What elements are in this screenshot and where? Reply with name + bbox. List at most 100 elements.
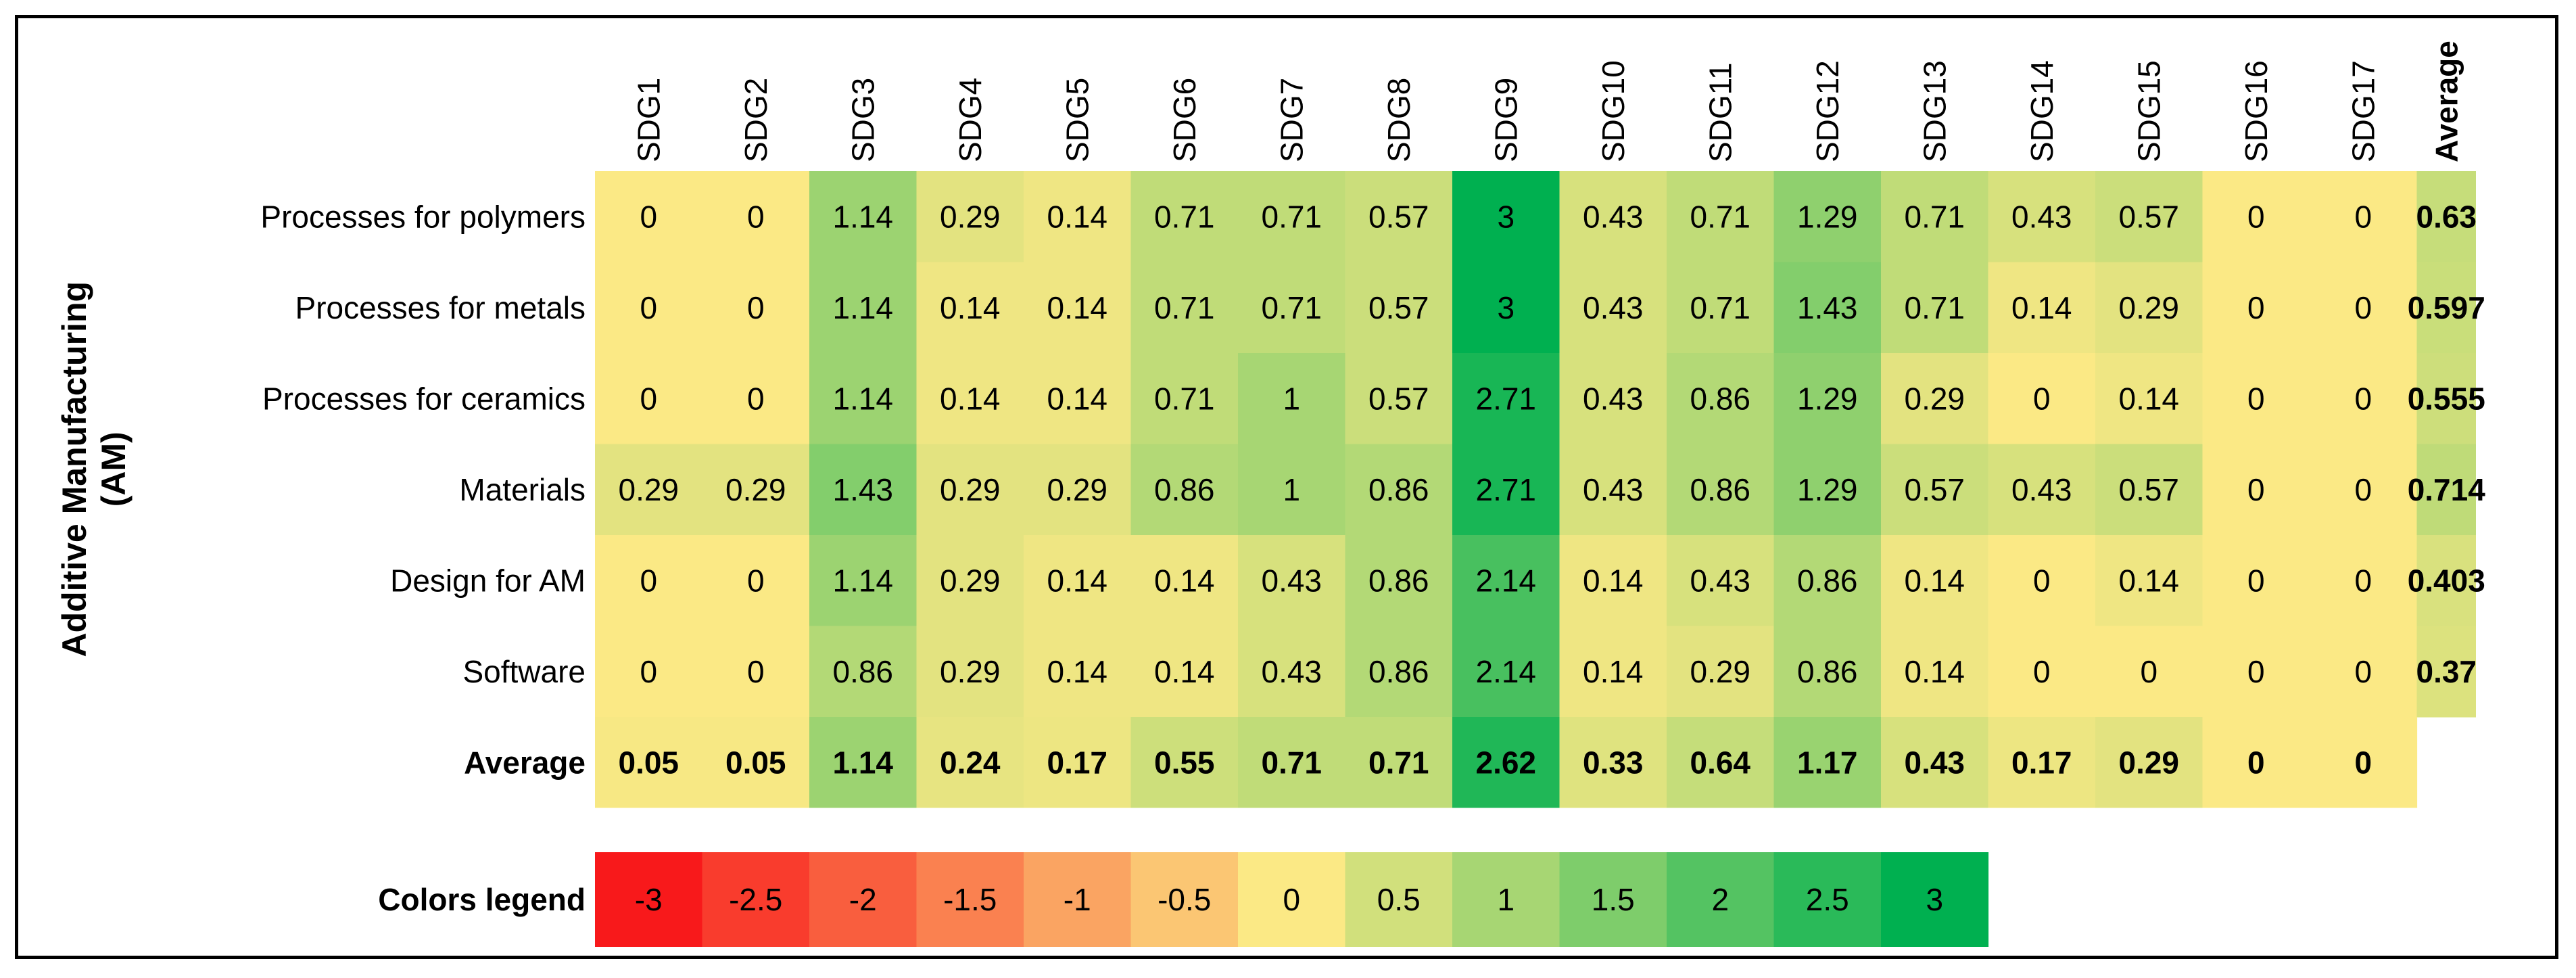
average-row-label: Average xyxy=(464,745,586,780)
heatmap-cell xyxy=(1024,626,1132,718)
average-row-cell xyxy=(2310,717,2418,808)
cell-value: 0 xyxy=(2247,472,2265,507)
heatmap-cell xyxy=(2095,444,2203,536)
cell-value: 0 xyxy=(640,199,657,234)
column-header-sdg15: SDG15 xyxy=(2131,60,2166,162)
heatmap-cell xyxy=(1559,535,1667,627)
cell-value: 0.43 xyxy=(1261,654,1322,689)
heatmap-cell xyxy=(595,444,703,536)
legend-swatch xyxy=(1024,852,1132,947)
cell-value: 0.29 xyxy=(1904,381,1965,416)
heatmap-cell xyxy=(1238,626,1346,718)
legend-value: -1 xyxy=(1064,882,1091,917)
heatmap-cell xyxy=(2202,626,2310,718)
cell-value: 0.57 xyxy=(1368,290,1429,325)
row-label: Software xyxy=(462,654,586,689)
heatmap-cell xyxy=(702,262,810,354)
cell-value: 3 xyxy=(1497,290,1514,325)
cell-value: 0.29 xyxy=(940,472,1001,507)
legend-swatch xyxy=(1881,852,1989,947)
cell-value: 0.43 xyxy=(1583,472,1644,507)
cell-value: 0.43 xyxy=(1261,563,1322,598)
cell-value: 0.14 xyxy=(1047,199,1107,234)
heatmap-cell xyxy=(916,444,1024,536)
legend-value: 2 xyxy=(1711,882,1729,917)
heatmap-cell xyxy=(1667,262,1775,354)
heatmap-cell xyxy=(2095,353,2203,445)
heatmap-cell xyxy=(2095,171,2203,263)
heatmap-cell xyxy=(1452,535,1560,627)
heatmap-cell xyxy=(1452,171,1560,263)
average-row-cell xyxy=(1238,717,1346,808)
legend-swatch xyxy=(1559,852,1667,947)
heatmap-cell xyxy=(809,171,917,263)
heatmap-cell xyxy=(809,626,917,718)
heatmap-cell xyxy=(916,535,1024,627)
cell-value: 1 xyxy=(1283,472,1300,507)
cell-value: 1.43 xyxy=(1797,290,1858,325)
cell-value: 0.86 xyxy=(832,654,893,689)
heatmap-cell xyxy=(595,171,703,263)
heatmap-cell xyxy=(2310,353,2418,445)
column-header-sdg4: SDG4 xyxy=(953,78,988,162)
heatmap-cell xyxy=(1559,262,1667,354)
cell-value: 0 xyxy=(747,654,765,689)
cell-value: 0.29 xyxy=(618,472,679,507)
average-row-value: 1.14 xyxy=(832,745,893,780)
chart-frame xyxy=(15,15,2558,959)
heatmap-cell xyxy=(2095,535,2203,627)
cell-value: 0.86 xyxy=(1690,472,1750,507)
column-header-sdg14: SDG14 xyxy=(2024,60,2059,162)
row-average-value: 0.555 xyxy=(2408,381,2485,416)
row-average-value: 0.403 xyxy=(2408,563,2485,598)
cell-value: 0.71 xyxy=(1261,199,1322,234)
average-row-value: 0.71 xyxy=(1261,745,1322,780)
heatmap-cell xyxy=(1773,353,1882,445)
heatmap-cell xyxy=(702,171,810,263)
column-header-sdg10: SDG10 xyxy=(1596,60,1631,162)
cell-value: 0 xyxy=(2354,381,2372,416)
heatmap-cell xyxy=(1667,171,1775,263)
legend-swatch xyxy=(1238,852,1346,947)
legend-value: 0.5 xyxy=(1377,882,1421,917)
heatmap-cell xyxy=(595,535,703,627)
heatmap-cell xyxy=(1773,171,1882,263)
average-row-value: 0.55 xyxy=(1154,745,1215,780)
legend-swatch xyxy=(1345,852,1453,947)
heatmap-cell xyxy=(2310,444,2418,536)
cell-value: 0 xyxy=(640,563,657,598)
heatmap-cell xyxy=(1881,626,1989,718)
cell-value: 0 xyxy=(2354,199,2372,234)
cell-value: 0 xyxy=(747,199,765,234)
cell-value: 0.43 xyxy=(1583,290,1644,325)
cell-value: 0.43 xyxy=(1583,381,1644,416)
heatmap-cell xyxy=(1559,353,1667,445)
cell-value: 1.14 xyxy=(832,290,893,325)
cell-value: 0.14 xyxy=(1583,654,1644,689)
column-header-sdg9: SDG9 xyxy=(1488,78,1523,162)
heatmap-cell xyxy=(702,626,810,718)
average-row-value: 0 xyxy=(2247,745,2265,780)
cell-value: 0 xyxy=(640,654,657,689)
average-column-header: Average xyxy=(2429,41,2464,162)
cell-value: 1 xyxy=(1283,381,1300,416)
heatmap-cell xyxy=(809,353,917,445)
heatmap-cell xyxy=(2310,626,2418,718)
average-row-value: 0.17 xyxy=(1047,745,1107,780)
legend-swatch xyxy=(702,852,810,947)
legend-value: 1 xyxy=(1497,882,1514,917)
cell-value: 0.14 xyxy=(1154,563,1215,598)
cell-value: 0 xyxy=(747,290,765,325)
heatmap-cell xyxy=(2202,535,2310,627)
cell-value: 1.29 xyxy=(1797,381,1858,416)
heatmap-cell xyxy=(1345,171,1453,263)
heatmap-cell xyxy=(1024,262,1132,354)
cell-value: 2.14 xyxy=(1475,563,1536,598)
legend-value: 0 xyxy=(1283,882,1300,917)
cell-value: 1.43 xyxy=(832,472,893,507)
column-header-sdg5: SDG5 xyxy=(1059,78,1095,162)
legend-value: 3 xyxy=(1926,882,1943,917)
heatmap-cell xyxy=(1881,353,1989,445)
cell-value: 1.14 xyxy=(832,199,893,234)
